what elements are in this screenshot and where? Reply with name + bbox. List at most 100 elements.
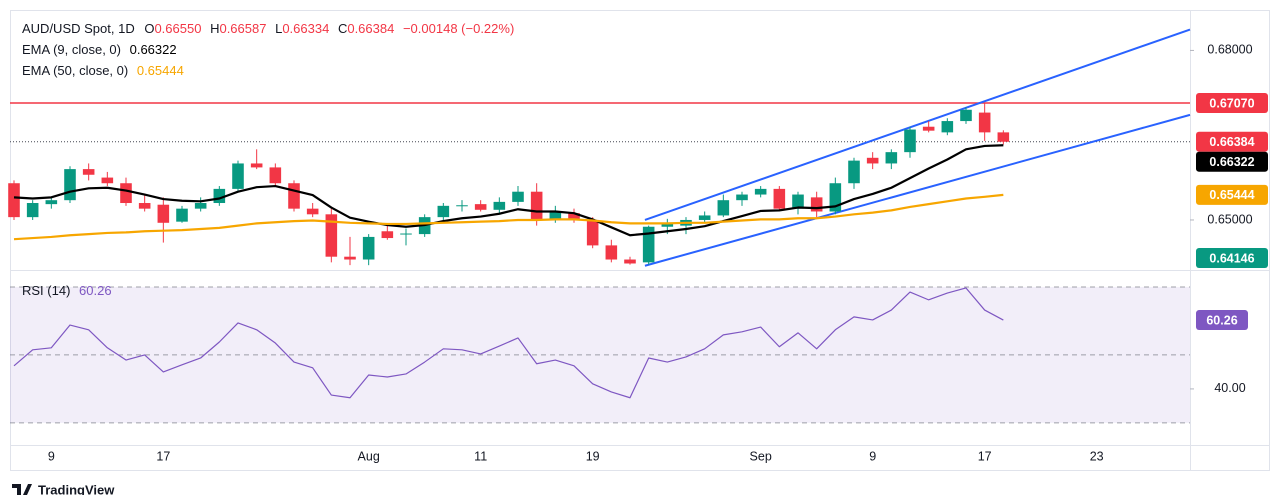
candle-body: [642, 226, 655, 263]
candle-body: [306, 208, 319, 215]
candle-body: [325, 214, 338, 257]
overlays: [10, 28, 1191, 267]
trendline: [644, 113, 1191, 267]
price-label: 0.67070: [1209, 96, 1254, 110]
candle-body: [120, 183, 132, 204]
x-tick-label: 23: [1090, 449, 1104, 463]
candle-body: [885, 152, 898, 164]
candle-body: [997, 132, 1010, 142]
axes: 9 17 Aug 11 19 Sep 9 17 23 0.68000 0.65000 40.00 0.6…: [48, 43, 1268, 463]
ohlc-label: L: [275, 21, 282, 36]
candle-body: [568, 213, 580, 220]
price-label-bg: [1196, 92, 1268, 113]
y-tick-label: 0.68000: [1207, 43, 1252, 57]
candle-body: [698, 215, 711, 220]
price-label-bg: [1196, 184, 1268, 205]
rsi-label-bg: [1196, 310, 1248, 331]
candle-body: [904, 129, 916, 153]
candle-body: [400, 233, 412, 235]
candle-body: [736, 194, 748, 201]
candle-body: [586, 219, 599, 246]
candle-body: [194, 203, 207, 209]
frame: [10, 10, 1270, 471]
x-tick-label: 9: [869, 449, 876, 463]
ema-value: 0.65444: [137, 63, 184, 78]
ema-value: 0.66322: [130, 42, 177, 57]
candle-body: [213, 188, 226, 204]
ema-line: [13, 144, 1004, 237]
price-label-bg: [1196, 248, 1268, 268]
ohlc-value: 0.66334: [282, 21, 329, 36]
x-tick-label: 9: [48, 449, 55, 463]
candle-body: [45, 200, 58, 205]
rsi-legend: RSI (14) 60.26: [22, 283, 112, 298]
candle-body: [941, 121, 954, 133]
ema-name: EMA (50, close, 0): [22, 63, 128, 78]
candle-body: [82, 169, 95, 175]
x-tick-label: 19: [586, 449, 600, 463]
x-tick-label: 11: [474, 449, 487, 463]
candle-body: [138, 203, 151, 209]
candle-body: [493, 201, 506, 210]
candle-body: [474, 204, 487, 210]
ema-name: EMA (9, close, 0): [22, 42, 121, 57]
brand-name: TradingView: [38, 482, 115, 495]
candle-body: [717, 200, 730, 216]
logo-icon: [12, 484, 32, 495]
ohlc-label: C: [338, 21, 347, 36]
candle-body: [362, 236, 375, 260]
candle-body: [922, 126, 935, 131]
y-tick-label: 0.65000: [1207, 212, 1252, 226]
price-label: 0.66384: [1209, 135, 1254, 149]
x-tick-label: Sep: [750, 449, 772, 463]
rsi-name: RSI (14): [22, 283, 70, 298]
candle-body: [176, 208, 188, 222]
candle-body: [978, 112, 991, 133]
ema-legend: EMA (50, close, 0) 0.65444: [22, 63, 184, 78]
candle-body: [8, 183, 20, 218]
ohlc-value: 0.66587: [219, 21, 266, 36]
ohlc-value: 0.66550: [154, 21, 201, 36]
candle-body: [512, 191, 524, 202]
candle-body: [64, 169, 76, 201]
candle-body: [829, 183, 842, 212]
candle-body: [754, 188, 767, 195]
candle-body: [157, 204, 170, 223]
candle-body: [661, 222, 674, 227]
price-label: 0.64146: [1209, 251, 1254, 265]
rsi-line: [13, 287, 1004, 399]
rsi-background: [10, 286, 1190, 424]
candles: [8, 102, 1010, 266]
candle-body: [848, 160, 860, 184]
price-label: 0.66322: [1209, 155, 1254, 169]
candle-body: [250, 163, 263, 168]
candle-body: [549, 211, 562, 220]
candle-body: [269, 167, 282, 184]
ohlc-label: H: [210, 21, 219, 36]
candle-body: [437, 205, 450, 218]
trendline: [644, 28, 1191, 221]
x-tick-label: 17: [978, 449, 992, 463]
candle-body: [344, 256, 356, 260]
indicator-lines: [13, 144, 1004, 399]
candle-body: [773, 188, 786, 209]
candle-body: [381, 231, 394, 239]
candle-body: [456, 205, 468, 207]
candle-body: [810, 197, 823, 212]
ema-line: [13, 193, 1004, 241]
candle-body: [288, 183, 300, 209]
symbol-legend: AUD/USD Spot, 1D O0.66550 H0.66587 L0.66…: [22, 21, 514, 36]
candle-body: [866, 157, 879, 164]
branding: TradingView: [12, 482, 115, 495]
rsi-value: 60.26: [79, 283, 112, 298]
candle-body: [101, 177, 114, 184]
price-label: 0.65444: [1209, 188, 1254, 202]
ohlc-value: 0.66384: [347, 21, 394, 36]
legend: AUD/USD Spot, 1D O0.66550 H0.66587 L0.66…: [22, 21, 514, 298]
symbol: AUD/USD Spot, 1D: [22, 21, 135, 36]
candle-body: [605, 245, 618, 260]
x-tick-label: 17: [156, 449, 170, 463]
x-tick-label: Aug: [358, 449, 380, 463]
rsi-tick-label: 40.00: [1214, 381, 1245, 395]
